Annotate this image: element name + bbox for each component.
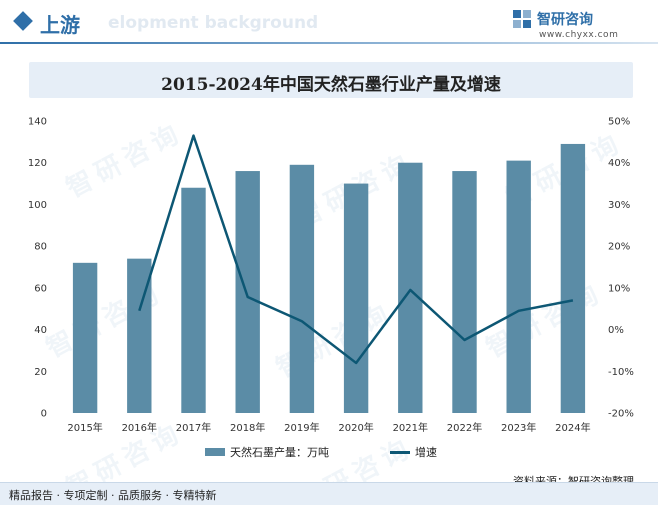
x-tick-label: 2023年 (501, 421, 536, 434)
growth-line (138, 134, 574, 365)
footer-slogan: 精品报告 · 专项定制 · 品质服务 · 专精特新 (9, 489, 217, 502)
bar (181, 187, 206, 413)
legend: 天然石墨产量：万吨 增速 (205, 443, 465, 459)
legend-label-growth: 增速 (415, 446, 437, 459)
legend-swatch-bar (205, 448, 225, 456)
left-tick-label: 80 (34, 242, 47, 253)
right-tick-label: 50% (608, 117, 630, 128)
x-tick-label: 2022年 (447, 421, 482, 434)
bars-layer (72, 143, 586, 413)
bar (506, 160, 531, 413)
brand-logo-icon (513, 10, 531, 28)
legend-item-growth: 增速 (390, 443, 460, 459)
right-tick-label: 40% (608, 158, 630, 169)
left-tick-label: 100 (28, 200, 47, 211)
x-tick-label: 2017年 (176, 421, 211, 434)
right-tick-label: 0% (608, 325, 624, 336)
right-tick-label: 20% (608, 242, 630, 253)
right-tick-label: -10% (608, 367, 634, 378)
bar (452, 171, 477, 413)
brand-name: 智研咨询 (537, 12, 593, 28)
x-tick-label: 2018年 (230, 421, 265, 434)
left-tick-label: 20 (34, 367, 47, 378)
bar (72, 262, 98, 413)
bar (398, 162, 423, 413)
bar (560, 143, 586, 413)
right-tick-label: 30% (608, 200, 630, 211)
left-tick-label: 40 (34, 325, 47, 336)
chart-title-box: 2015-2024年中国天然石墨行业产量及增速 (29, 62, 633, 98)
x-tick-label: 2020年 (338, 421, 373, 434)
header-divider (0, 42, 658, 44)
x-tick-label: 2016年 (122, 421, 157, 434)
x-axis-ticks: 2015年 2016年 2017年 2018年 2019年 2020年 2021年 2022年… (67, 421, 590, 434)
right-tick-label: -20% (608, 409, 634, 420)
x-tick-label: 2015年 (67, 421, 102, 434)
left-tick-label: 140 (28, 117, 47, 128)
right-tick-label: 10% (608, 283, 630, 294)
line-layer (138, 134, 574, 365)
brand-url: www.chyxx.com (539, 30, 619, 40)
left-tick-label: 60 (34, 283, 47, 294)
bar (235, 171, 260, 413)
legend-label-output: 天然石墨产量：万吨 (230, 446, 329, 459)
footer: 精品报告 · 专项定制 · 品质服务 · 专精特新 (0, 482, 658, 505)
x-tick-label: 2021年 (393, 421, 428, 434)
section-title: 上游 (40, 13, 80, 37)
header: 上游 elopment background 智研咨询 www.chyxx.co… (0, 0, 658, 44)
left-tick-label: 120 (28, 158, 47, 169)
bar (343, 183, 369, 413)
header-background-text: elopment background (108, 13, 319, 33)
bar (289, 164, 315, 413)
right-axis-ticks: -20% -10% 0% 10% 20% 30% 40% 50% (608, 117, 634, 420)
legend-item-output: 天然石墨产量：万吨 (205, 443, 355, 459)
left-tick-label: 0 (41, 409, 47, 420)
legend-swatch-line (390, 451, 410, 454)
brand: 智研咨询 www.chyxx.com (512, 8, 642, 42)
x-tick-label: 2019年 (284, 421, 319, 434)
x-tick-label: 2024年 (555, 421, 590, 434)
chart-title: 2015-2024年中国天然石墨行业产量及增速 (161, 75, 501, 95)
left-axis-ticks: 0 20 40 60 80 100 120 140 (28, 117, 47, 420)
